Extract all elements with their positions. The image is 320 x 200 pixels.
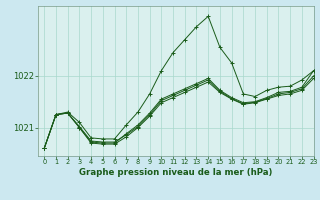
X-axis label: Graphe pression niveau de la mer (hPa): Graphe pression niveau de la mer (hPa) (79, 168, 273, 177)
